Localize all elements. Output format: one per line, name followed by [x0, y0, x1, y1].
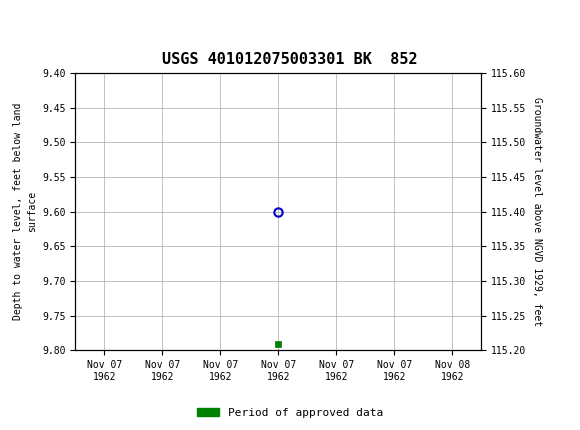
Text: USGS 401012075003301 BK  852: USGS 401012075003301 BK 852 [162, 52, 418, 67]
Y-axis label: Depth to water level, feet below land
surface: Depth to water level, feet below land su… [13, 103, 37, 320]
Y-axis label: Groundwater level above NGVD 1929, feet: Groundwater level above NGVD 1929, feet [532, 97, 542, 326]
Legend: Period of approved data: Period of approved data [193, 403, 387, 422]
Text: USGS: USGS [49, 12, 118, 32]
